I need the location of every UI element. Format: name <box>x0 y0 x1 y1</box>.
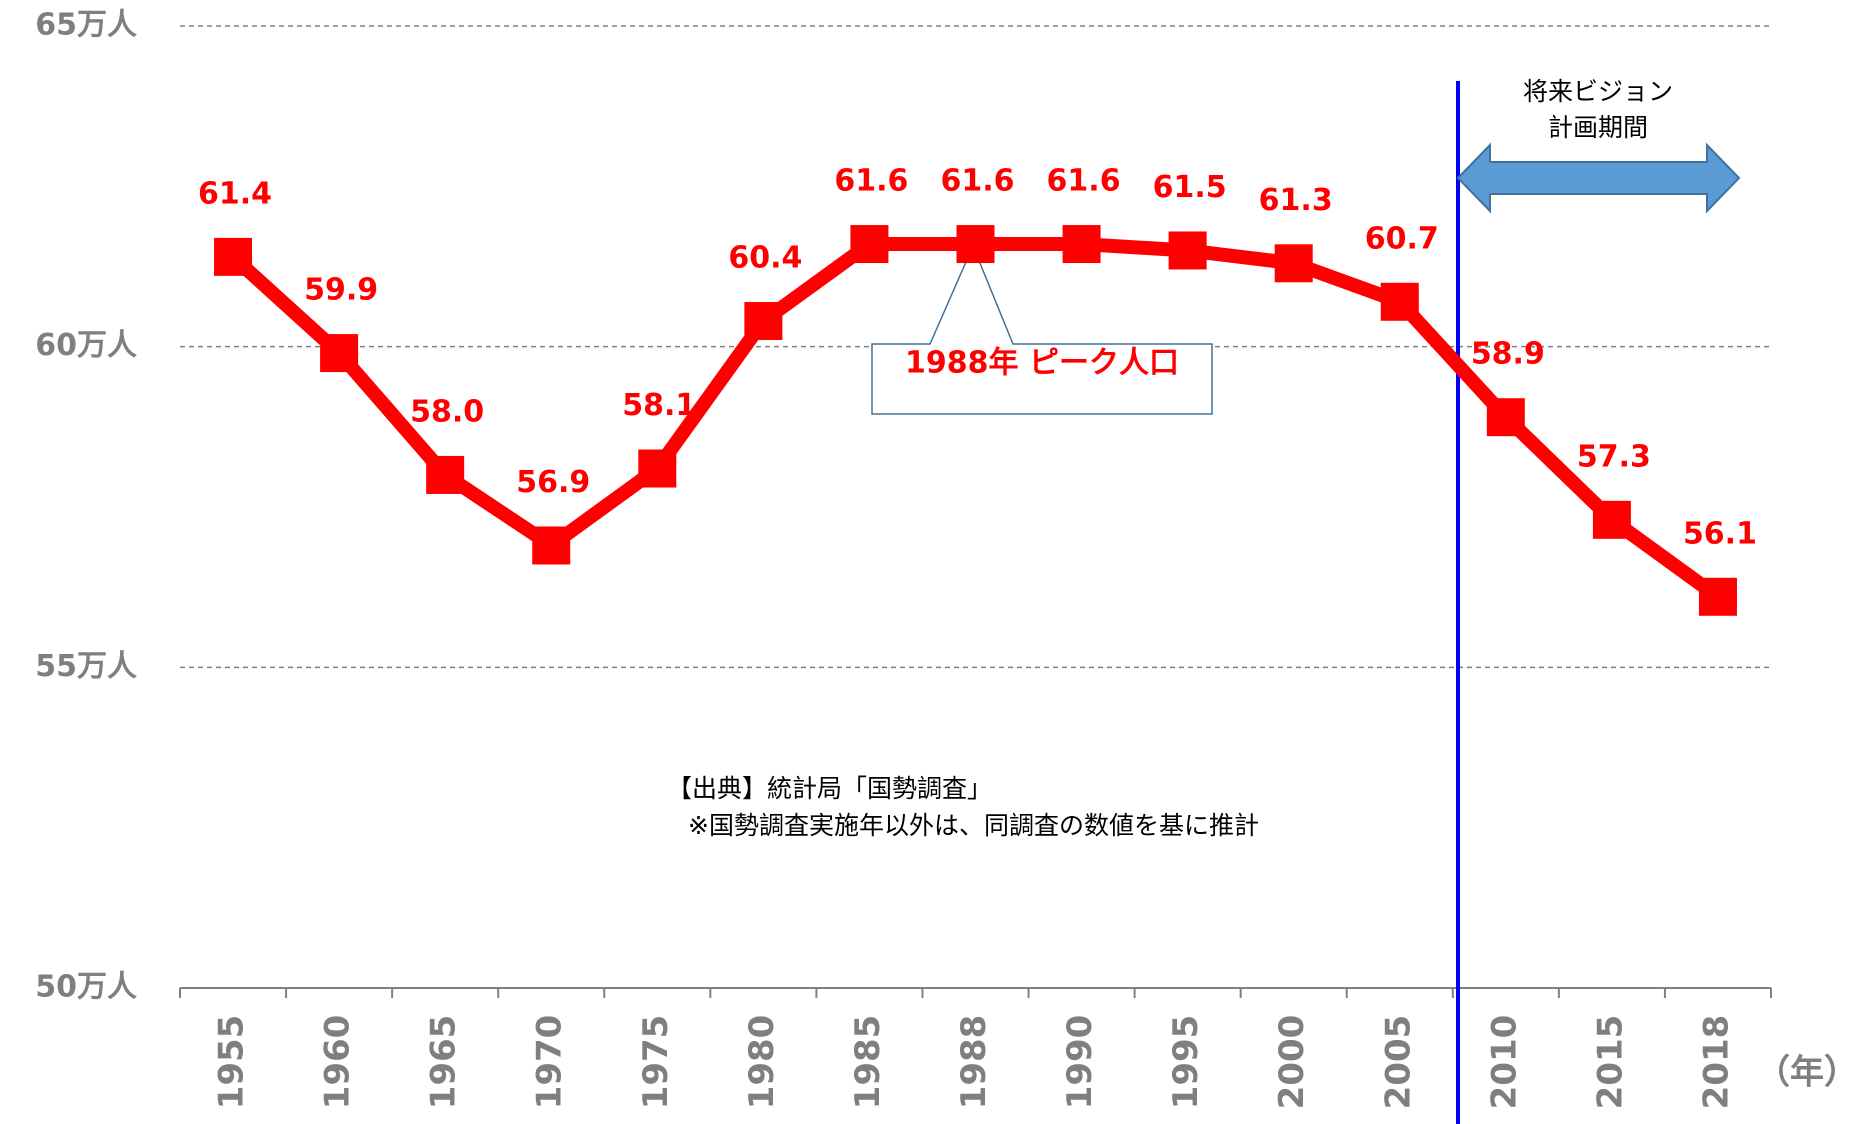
x-tick-label: 1960 <box>318 1015 358 1110</box>
data-label: 61.3 <box>1259 183 1333 218</box>
x-unit: （年） <box>1756 1053 1852 1093</box>
x-tick-label: 2018 <box>1696 1015 1736 1110</box>
y-tick-label: 50万人 <box>35 970 137 1005</box>
data-label: 61.6 <box>834 164 908 199</box>
point <box>1062 225 1101 264</box>
point <box>1168 231 1207 270</box>
x-tick-label: 1965 <box>424 1015 464 1110</box>
point <box>1274 244 1313 283</box>
data-label: 56.1 <box>1683 516 1757 551</box>
point <box>956 225 995 264</box>
data-label: 61.5 <box>1153 170 1227 205</box>
x-tick-label: 1970 <box>530 1015 570 1110</box>
data-label: 57.3 <box>1577 439 1651 474</box>
point <box>1592 500 1631 539</box>
data-label: 58.9 <box>1471 337 1545 372</box>
data-label: 61.6 <box>1047 164 1121 199</box>
y-tick-label: 55万人 <box>35 649 137 684</box>
source: 【出典】統計局「国勢調査」 <box>667 774 992 803</box>
y-tick-label: 60万人 <box>35 328 137 363</box>
peak-label: 1988年 ピーク人口 <box>905 346 1179 381</box>
point <box>1380 282 1419 321</box>
point <box>850 225 889 264</box>
x-tick-label: 1990 <box>1060 1015 1100 1110</box>
point <box>1486 398 1525 437</box>
x-tick-label: 2000 <box>1272 1015 1312 1110</box>
x-tick-label: 1985 <box>848 1015 888 1110</box>
point <box>320 334 359 373</box>
x-tick-label: 1975 <box>636 1015 676 1110</box>
point <box>638 449 677 488</box>
point <box>1698 577 1737 616</box>
x-tick-label: 1955 <box>212 1015 252 1110</box>
point <box>532 526 571 565</box>
x-tick-label: 1980 <box>742 1015 782 1110</box>
peak-callout <box>871 244 1213 415</box>
x-tick-label: 1988 <box>954 1015 994 1110</box>
data-label: 56.9 <box>516 465 590 500</box>
data-label: 61.4 <box>198 176 272 211</box>
data-label: 59.9 <box>304 273 378 308</box>
data-label: 58.0 <box>410 394 484 429</box>
plan-arrow <box>1456 142 1741 214</box>
x-tick-label: 2010 <box>1484 1015 1524 1110</box>
y-tick-label: 65万人 <box>35 8 137 43</box>
data-label: 60.4 <box>728 241 802 276</box>
data-label: 60.7 <box>1365 221 1439 256</box>
vision-label: 計画期間 <box>1548 113 1648 142</box>
vision-label: 将来ビジョン <box>1523 77 1673 106</box>
data-label: 61.6 <box>940 164 1014 199</box>
point <box>426 455 465 494</box>
x-tick-label: 2005 <box>1378 1015 1418 1110</box>
point <box>744 302 783 341</box>
source-note: ※国勢調査実施年以外は、同調査の数値を基に推計 <box>688 811 1259 840</box>
x-tick-label: 1995 <box>1166 1015 1206 1110</box>
point <box>214 237 253 276</box>
data-label: 58.1 <box>622 388 696 423</box>
x-tick-label: 2015 <box>1590 1015 1630 1110</box>
